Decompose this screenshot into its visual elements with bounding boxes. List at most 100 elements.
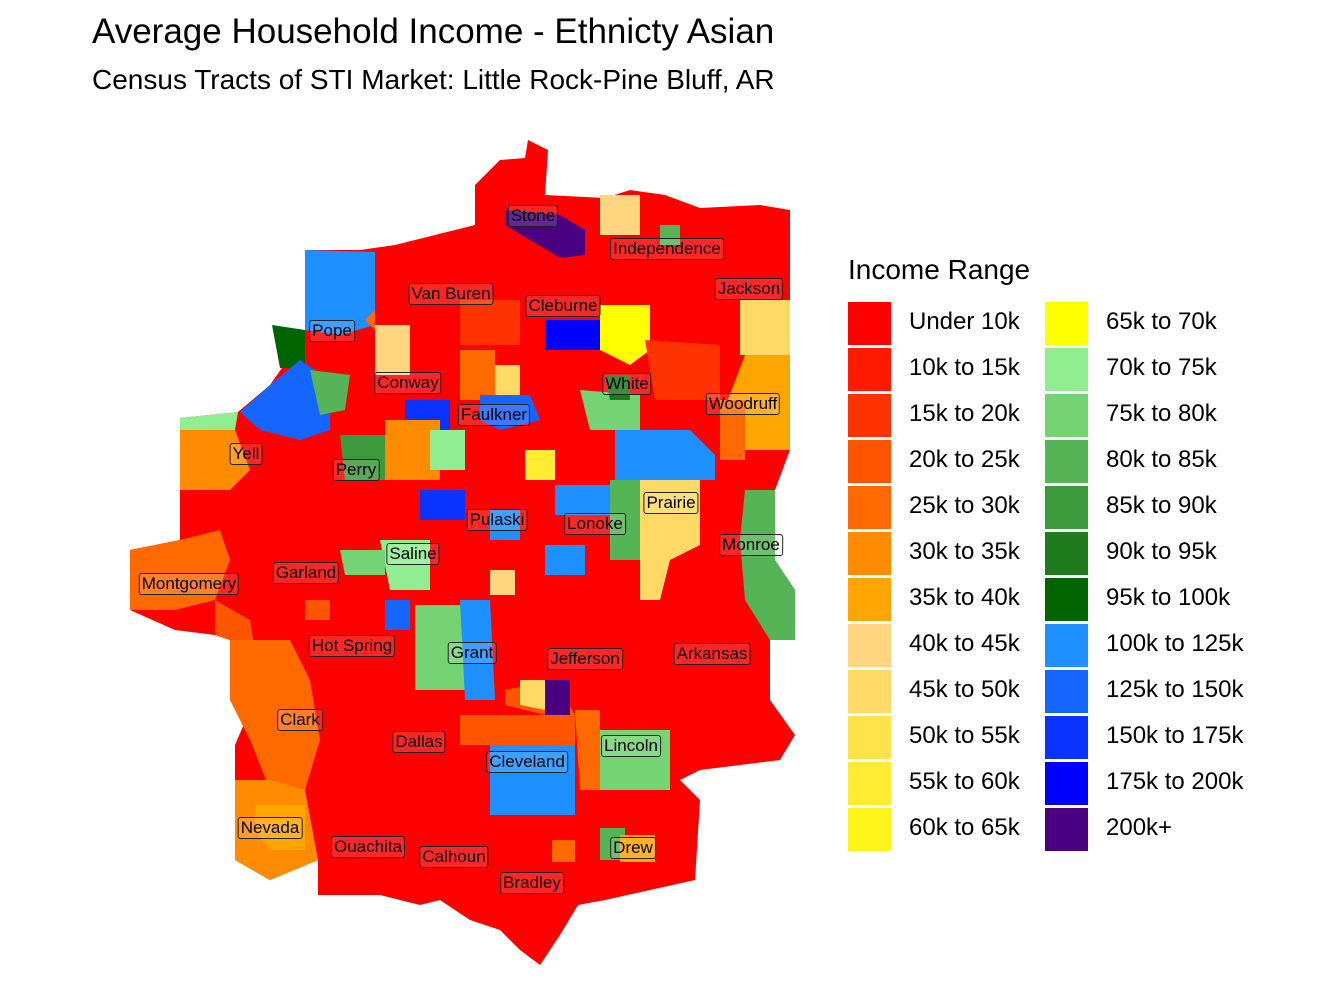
region-outline <box>130 140 795 965</box>
tract <box>645 340 720 400</box>
legend-label: 100k to 125k <box>1106 630 1244 657</box>
county-label-drew: Drew <box>610 837 656 859</box>
county-label-grant: Grant <box>447 642 497 664</box>
tract <box>180 412 238 430</box>
legend-label: 65k to 70k <box>1106 308 1217 335</box>
tract <box>495 365 520 400</box>
tract <box>740 300 790 355</box>
tract <box>505 210 585 258</box>
tract <box>380 540 430 590</box>
tract <box>720 400 745 460</box>
legend-swatch <box>848 762 891 805</box>
county-label-saline: Saline <box>386 543 440 565</box>
tract <box>740 490 795 640</box>
legend-title: Income Range <box>848 254 1031 285</box>
county-label-yell: Yell <box>229 443 263 465</box>
county-label-dallas: Dallas <box>392 731 446 753</box>
county-label-lincoln: Lincoln <box>601 735 661 757</box>
legend-swatch <box>1045 624 1088 667</box>
legend-label: 70k to 75k <box>1106 354 1217 381</box>
legend-swatch <box>848 716 891 759</box>
county-label-van-buren: Van Buren <box>408 283 494 305</box>
legend-swatch <box>848 394 891 437</box>
legend-swatch <box>1045 578 1088 621</box>
county-label-cleburne: Cleburne <box>525 295 601 317</box>
legend-swatch <box>848 624 891 667</box>
legend-label: Under 10k <box>909 308 1020 335</box>
tract <box>385 600 410 630</box>
tract <box>615 430 715 480</box>
county-label-lonoke: Lonoke <box>564 513 626 535</box>
county-label-monroe: Monroe <box>719 534 783 556</box>
legend-swatch <box>1045 348 1088 391</box>
county-label-independence: Independence <box>610 238 724 260</box>
tract <box>525 450 555 480</box>
county-label-jefferson: Jefferson <box>547 648 623 670</box>
legend-label: 20k to 25k <box>909 446 1020 473</box>
legend-swatch <box>848 348 891 391</box>
tract <box>420 490 465 520</box>
tract-fills <box>130 195 795 880</box>
tract <box>640 480 700 600</box>
legend-swatch <box>848 440 891 483</box>
legend-label: 85k to 90k <box>1106 492 1217 519</box>
legend-label: 95k to 100k <box>1106 584 1231 611</box>
tract <box>555 485 615 515</box>
tract <box>605 375 630 400</box>
tract <box>240 360 330 440</box>
legend-swatch <box>848 486 891 529</box>
legend-swatch <box>1045 762 1088 805</box>
legend-label: 30k to 35k <box>909 538 1020 565</box>
legend-swatch <box>848 808 891 851</box>
tract <box>490 745 575 815</box>
county-label-nevada: Nevada <box>237 817 303 839</box>
county-label-clark: Clark <box>277 709 323 731</box>
legend-swatch <box>1045 808 1088 851</box>
county-label-faulkner: Faulkner <box>457 404 531 426</box>
legend-swatch <box>1045 716 1088 759</box>
legend-swatch <box>848 532 891 575</box>
tract <box>340 435 385 480</box>
tract <box>385 420 440 480</box>
tract <box>460 300 520 345</box>
map-title: Average Household Income - Ethnicty Asia… <box>92 12 775 51</box>
tract <box>490 510 520 540</box>
tract <box>305 600 330 620</box>
tract <box>600 195 640 235</box>
tract <box>430 430 465 470</box>
legend: Under 10k 10k to 15k 15k to 20k 20k to 25k 2… <box>848 300 1318 852</box>
county-label-pope: Pope <box>309 320 355 342</box>
legend-swatch <box>1045 486 1088 529</box>
legend-label: 175k to 200k <box>1106 768 1244 795</box>
legend-label: 10k to 15k <box>909 354 1020 381</box>
county-label-garland: Garland <box>272 562 340 584</box>
legend-label: 35k to 40k <box>909 584 1020 611</box>
legend-label: 25k to 30k <box>909 492 1020 519</box>
legend-swatch <box>848 578 891 621</box>
county-label-pulaski: Pulaski <box>466 509 528 531</box>
county-label-stone: Stone <box>507 205 559 227</box>
legend-label: 45k to 50k <box>909 676 1020 703</box>
census-tract-map <box>130 140 795 965</box>
county-label-arkansas: Arkansas <box>673 643 751 665</box>
legend-swatch <box>1045 670 1088 713</box>
county-label-ouachita: Ouachita <box>330 836 406 858</box>
legend-label: 75k to 80k <box>1106 400 1217 427</box>
legend-label: 55k to 60k <box>909 768 1020 795</box>
legend-label: 90k to 95k <box>1106 538 1217 565</box>
county-label-perry: Perry <box>332 459 380 481</box>
legend-swatch <box>1045 394 1088 437</box>
tract <box>490 570 515 595</box>
tract <box>480 395 540 430</box>
legend-label: 125k to 150k <box>1106 676 1244 703</box>
tract <box>600 305 650 365</box>
tract <box>545 545 585 575</box>
county-label-conway: Conway <box>374 372 442 394</box>
tract <box>600 730 670 790</box>
tract <box>460 600 495 700</box>
county-label-hot-spring: Hot Spring <box>308 635 396 657</box>
legend-label: 80k to 85k <box>1106 446 1217 473</box>
tract <box>620 835 655 862</box>
tract <box>272 325 305 368</box>
legend-label: 200k+ <box>1106 814 1173 841</box>
